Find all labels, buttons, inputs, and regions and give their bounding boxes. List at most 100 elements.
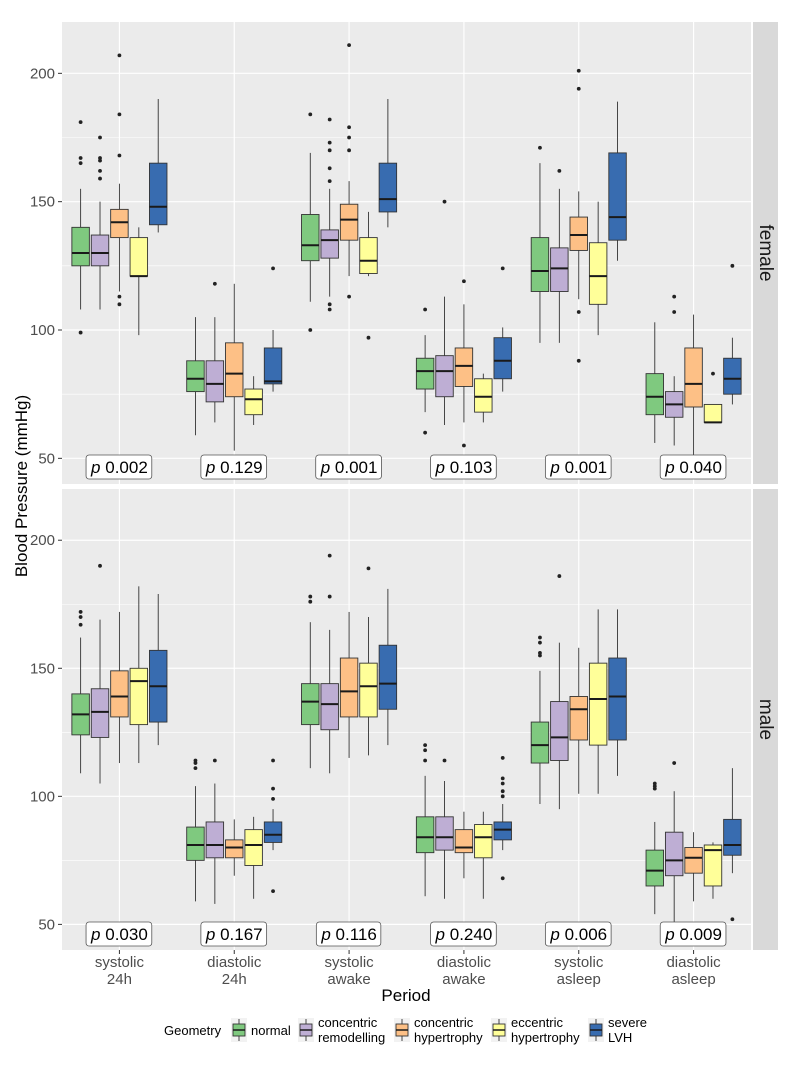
box [435,355,454,398]
outlier-point [117,53,122,58]
boxplot-female-5-1 [664,294,684,446]
box [415,816,435,854]
box [550,701,569,761]
box [339,203,359,241]
boxplot-male-3-2 [454,811,474,879]
boxplot-female-4-4 [608,101,627,261]
outlier-point [347,135,351,140]
facet-label-male: male [755,699,776,740]
y-tick-label: 200 [30,65,55,82]
outlier-point [500,266,505,271]
p-value-label: p 0.009 [659,921,727,947]
facet-strip [753,489,778,950]
boxplot-male-2-4 [378,588,398,746]
outlier-point [327,117,332,122]
box [493,337,512,380]
outlier-point [212,281,217,286]
boxplot-male-5-1 [664,761,684,925]
box [415,357,435,390]
box [723,818,742,856]
box [71,226,90,267]
box [244,388,263,416]
boxplot-male-2-1 [320,553,339,774]
outlier-point [347,148,351,153]
boxplot-male-5-4 [723,768,742,922]
outlier-point [423,743,428,748]
outlier-point [308,599,313,604]
box [454,829,474,854]
outlier-point [193,766,198,771]
p-value-label: p 0.002 [85,454,153,480]
outlier-point [442,199,447,204]
outlier-point [117,153,122,158]
box [244,829,263,866]
outlier-point [500,789,505,794]
legend-item-label: concentric remodelling [318,1015,385,1045]
box [205,360,225,403]
box [186,826,205,861]
x-tick-label: diastolic awake [437,954,492,988]
boxplot-female-4-2 [569,68,588,363]
outlier-point [347,294,351,299]
p-value-text: p 0.006 [549,925,607,944]
box [339,657,359,718]
boxplot-female-2-1 [320,117,339,312]
p-value-label: p 0.167 [200,921,268,947]
outlier-point [672,761,677,765]
box [320,683,339,731]
boxplot-female-5-3 [703,371,723,424]
p-value-text: p 0.030 [90,925,148,944]
boxplot-female-2-3 [359,211,378,340]
outlier-point [193,761,198,765]
outlier-point [500,876,505,881]
boxplot-male-1-1 [205,758,225,904]
outlier-point [711,371,715,376]
outlier-point [271,786,275,791]
box [645,373,664,416]
outlier-point [271,266,275,271]
box [149,162,168,226]
boxplot-male-2-0 [301,594,320,769]
p-value-text: p 0.116 [320,925,376,944]
outlier-point [500,781,505,786]
legend-item: normal [231,1018,291,1042]
boxplot-male-2-3 [359,566,378,756]
boxplot-male-5-3 [703,842,723,899]
box [263,347,283,385]
outlier-point [327,594,332,599]
outlier-point [327,179,332,184]
boxplot-male-2-2 [339,611,359,758]
outlier-point [327,166,332,171]
outlier-point [672,310,677,314]
box [493,821,512,841]
legend-item-label: severe LVH [608,1015,647,1045]
outlier-point [423,307,428,312]
boxplot-male-4-4 [608,609,627,776]
outlier-point [652,786,657,791]
p-value-text: p 0.167 [205,925,263,944]
p-value-box [544,454,612,480]
panel-background [62,22,751,484]
outlier-point [327,140,332,145]
box [608,152,627,241]
box [645,849,664,887]
p-value-box [659,921,727,947]
box [359,662,378,718]
outlier-point [327,302,332,307]
boxplot-female-0-0 [71,120,90,335]
outlier-point [98,158,102,163]
p-value-text: p 0.103 [435,458,493,477]
outlier-point [98,135,102,140]
box [474,378,493,413]
legend-title: Geometry [164,1023,222,1038]
x-tick-label: diastolic 24h [207,954,262,988]
outlier-point [462,279,466,284]
boxplot-male-3-1 [435,758,454,899]
p-value-text: p 0.040 [664,458,722,477]
outlier-point [557,574,562,578]
p-value-text: p 0.129 [205,458,263,477]
boxplot-male-3-3 [474,811,493,899]
box [664,831,684,877]
boxplot-female-5-0 [645,322,664,443]
box [301,214,320,262]
